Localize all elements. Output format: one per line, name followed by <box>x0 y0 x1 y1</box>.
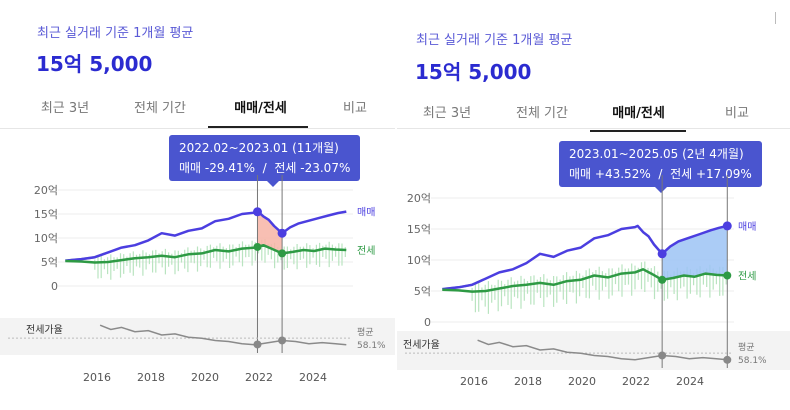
ratio-label: 전세가율 <box>26 324 63 336</box>
tooltip-changes: 매매 -29.41% / 전세 -23.07% <box>179 158 350 178</box>
ratio-average-label: 평균 <box>738 342 755 353</box>
y-tick-label: 5억 <box>41 256 58 269</box>
selected-range-fill <box>662 225 728 280</box>
sale-start-marker <box>252 207 262 217</box>
tooltip-sale-label: 매매 <box>179 161 202 175</box>
tooltip-separator: / <box>658 167 663 181</box>
x-tick-label: 2024 <box>299 371 327 384</box>
sale-end-marker <box>277 228 287 238</box>
panel-divider <box>775 12 776 24</box>
rent-end-marker <box>723 271 732 280</box>
tooltip-rent-label: 전세 <box>670 167 693 181</box>
left-chart-panel: 최근 실거래 기준 1개월 평균 15억 5,000 최근 3년 전체 기간 매… <box>0 0 395 410</box>
tooltip-sale-change: -29.41% <box>204 161 256 175</box>
rent-series-label: 전세 <box>738 271 756 283</box>
rent-variance-marks <box>94 239 346 280</box>
tooltip-sale-change: +43.52% <box>594 167 651 181</box>
x-tick-label: 2024 <box>676 375 704 388</box>
ratio-label: 전세가율 <box>403 339 440 351</box>
ratio-band <box>0 318 395 355</box>
x-tick-label: 2022 <box>245 371 273 384</box>
period-tabs: 최근 3년 전체 기간 매매/전세 비교 <box>0 97 395 137</box>
ratio-end-marker <box>278 336 287 345</box>
y-tick-label: 15억 <box>34 208 58 221</box>
tab-divider <box>397 128 790 129</box>
sale-line <box>442 224 728 291</box>
rent-line <box>442 268 728 293</box>
sale-series-label: 매매 <box>738 221 756 233</box>
ratio-end-marker <box>723 355 732 364</box>
rent-variance-marks <box>471 261 727 314</box>
subtitle: 최근 실거래 기준 1개월 평균 <box>416 33 573 48</box>
x-tick-label: 2016 <box>460 375 488 388</box>
rent-series-label: 전세 <box>357 245 375 257</box>
sale-series-label: 매매 <box>357 207 375 219</box>
x-tick-label: 2020 <box>568 375 596 388</box>
tooltip-period: 2022.02~2023.01 (11개월) <box>179 141 339 155</box>
y-tick-label: 10억 <box>407 254 431 267</box>
tab-divider <box>0 128 395 129</box>
ratio-start-marker <box>253 340 262 349</box>
period-tabs: 최근 3년 전체 기간 매매/전세 비교 <box>397 102 790 142</box>
range-tooltip: 2022.02~2023.01 (11개월) 매매 -29.41% / 전세 -… <box>169 135 361 187</box>
selected-range-fill <box>257 211 283 254</box>
rent-end-marker <box>278 249 287 258</box>
tooltip-rent-change: +17.09% <box>695 167 752 181</box>
tab-recent-3-years[interactable]: 최근 3년 <box>422 106 472 121</box>
tab-sale-rent[interactable]: 매매/전세 <box>612 106 665 121</box>
tooltip-sale-label: 매매 <box>569 167 592 181</box>
tooltip-rent-change: -23.07% <box>300 161 351 175</box>
price-value: 15억 5,000 <box>36 52 153 76</box>
x-tick-label: 2018 <box>137 371 165 384</box>
ratio-line <box>99 324 347 346</box>
tab-recent-3-years[interactable]: 최근 3년 <box>40 101 90 116</box>
tab-all-period[interactable]: 전체 기간 <box>516 106 568 121</box>
subtitle: 최근 실거래 기준 1개월 평균 <box>37 26 194 41</box>
y-tick-label: 20억 <box>34 184 58 197</box>
rent-line <box>65 243 347 264</box>
rent-start-marker <box>658 275 667 284</box>
y-tick-label: 10억 <box>34 232 58 245</box>
y-tick-label: 20억 <box>407 192 431 205</box>
active-tab-underline <box>590 130 686 132</box>
ratio-average-label: 평균 <box>357 327 374 338</box>
tab-compare[interactable]: 비교 <box>343 101 367 116</box>
tab-sale-rent[interactable]: 매매/전세 <box>234 101 287 116</box>
ratio-line <box>477 339 728 361</box>
sale-start-marker <box>657 249 667 259</box>
tab-compare[interactable]: 비교 <box>725 106 749 121</box>
range-tooltip: 2023.01~2025.05 (2년 4개월) 매매 +43.52% / 전세… <box>559 141 762 193</box>
ratio-average-value: 58.1% <box>357 341 386 351</box>
tooltip-changes: 매매 +43.52% / 전세 +17.09% <box>569 164 752 184</box>
y-tick-label: 15억 <box>407 223 431 236</box>
x-tick-label: 2020 <box>191 371 219 384</box>
y-tick-label: 0 <box>424 316 431 329</box>
sale-line <box>65 210 347 262</box>
active-tab-underline <box>208 126 308 128</box>
x-tick-label: 2018 <box>514 375 542 388</box>
rent-start-marker <box>253 242 262 251</box>
y-tick-label: 0 <box>51 280 58 293</box>
tab-all-period[interactable]: 전체 기간 <box>134 101 186 116</box>
price-value: 15억 5,000 <box>415 60 532 84</box>
sale-end-marker <box>722 221 732 231</box>
ratio-band <box>397 331 790 370</box>
right-chart-panel: 최근 실거래 기준 1개월 평균 15억 5,000 최근 3년 전체 기간 매… <box>397 0 790 410</box>
tooltip-period: 2023.01~2025.05 (2년 4개월) <box>569 147 744 161</box>
x-tick-label: 2022 <box>622 375 650 388</box>
ratio-average-value: 58.1% <box>738 356 767 366</box>
tooltip-rent-label: 전세 <box>274 161 297 175</box>
tooltip-separator: / <box>262 161 267 175</box>
ratio-start-marker <box>658 351 667 360</box>
x-tick-label: 2016 <box>83 371 111 384</box>
y-tick-label: 5억 <box>414 285 431 298</box>
